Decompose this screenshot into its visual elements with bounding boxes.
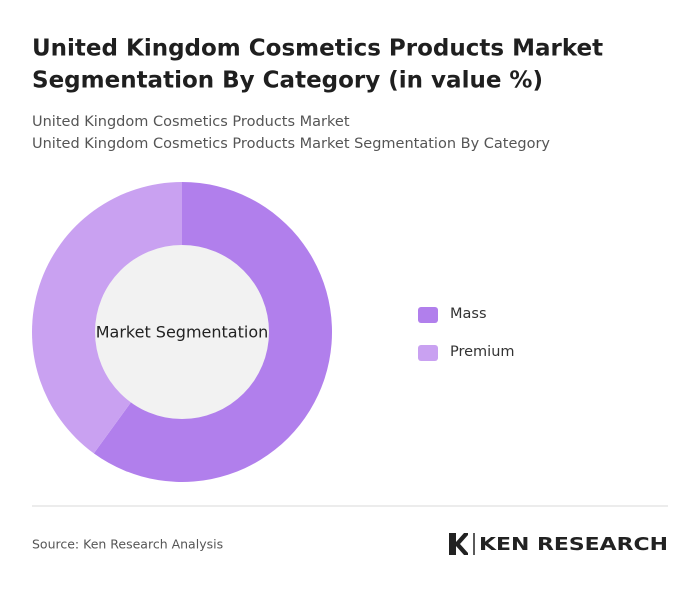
donut-hole [95, 245, 269, 419]
legend: Mass Premium [418, 306, 515, 361]
chart-title: United Kingdom Cosmetics Products Market [32, 36, 603, 62]
subtitle: United Kingdom Cosmetics Products Market [32, 114, 350, 130]
subtitle: United Kingdom Cosmetics Products Market… [32, 136, 550, 152]
source: Source: Ken Research Analysis [32, 537, 223, 552]
legend-label: Premium [450, 344, 515, 360]
logo-icon [449, 533, 468, 555]
legend-label: Mass [450, 306, 487, 322]
logo: KEN RESEARCH [449, 533, 668, 555]
legend-swatch [418, 307, 438, 323]
legend-swatch [418, 345, 438, 361]
logo-text: KEN RESEARCH [479, 534, 668, 555]
chart-title: Segmentation By Category (in value %) [32, 68, 543, 94]
center-label: Market Segmentation [96, 323, 269, 342]
pie: Market Segmentation [32, 182, 332, 482]
